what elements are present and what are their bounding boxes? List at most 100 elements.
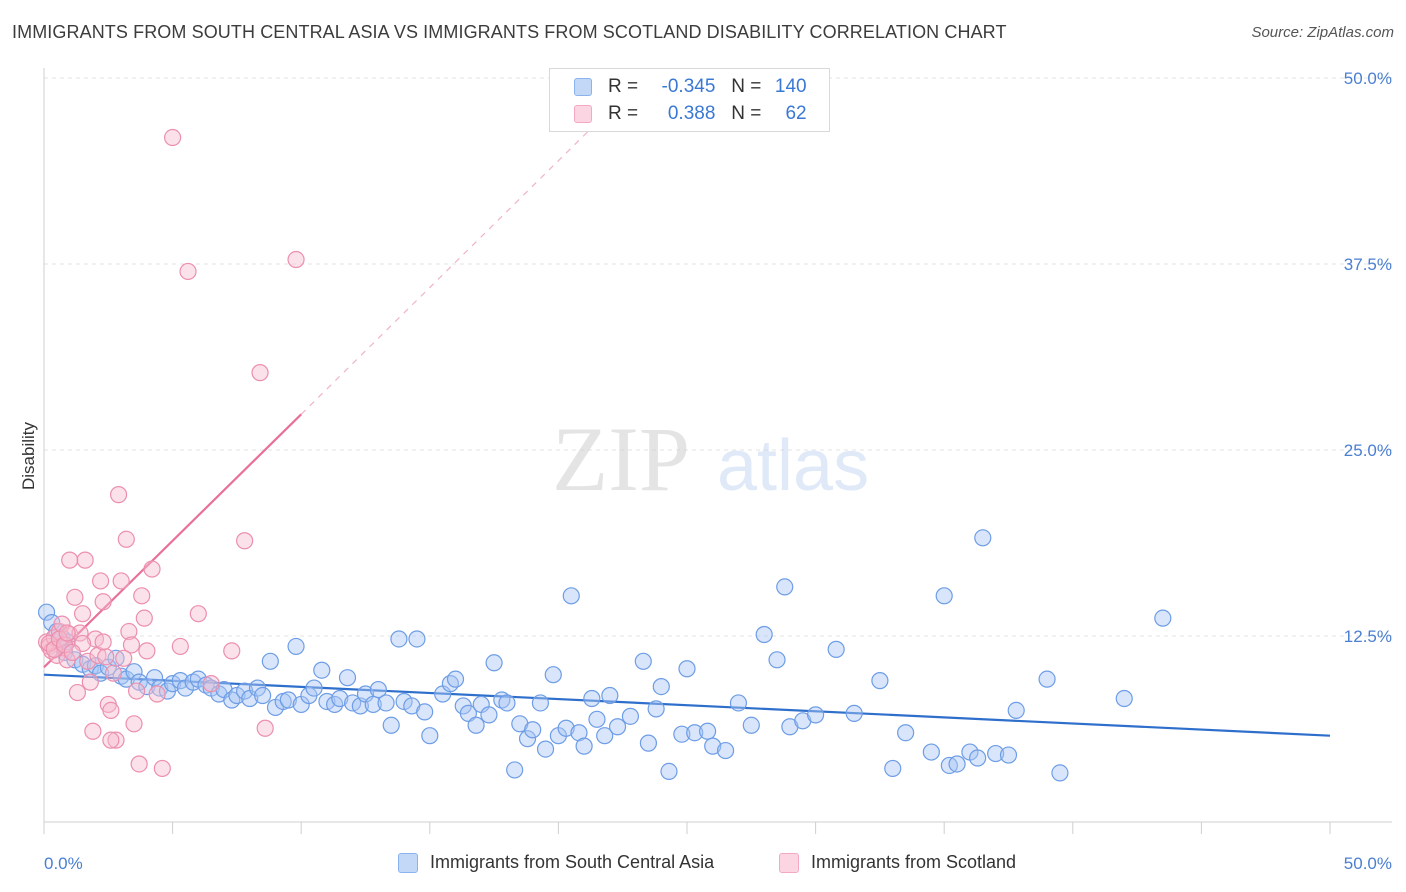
point-scotland: [179, 262, 197, 281]
bottom-legend-label-pink: Immigrants from Scotland: [811, 852, 1017, 872]
point-south-central-asia: [588, 710, 606, 728]
point-scotland: [84, 722, 102, 740]
bottom-legend-item-pink: Immigrants from Scotland: [779, 852, 1016, 873]
point-scotland: [122, 636, 141, 654]
watermark-zip: ZIP: [552, 408, 690, 510]
point-south-central-asia: [678, 660, 696, 678]
axis-labels: 12.5% 25.0% 37.5% 50.0% 0.0% 50.0%: [44, 69, 1392, 873]
point-south-central-asia: [1115, 689, 1133, 708]
point-scotland: [45, 640, 63, 658]
point-south-central-asia: [184, 673, 202, 691]
source-label: Source: ZipAtlas.com: [1251, 24, 1394, 41]
point-south-central-asia: [480, 706, 498, 724]
point-scotland: [66, 588, 84, 606]
point-south-central-asia: [390, 630, 408, 648]
point-south-central-asia: [806, 706, 825, 724]
point-south-central-asia: [493, 691, 511, 709]
point-south-central-asia: [421, 727, 439, 745]
point-south-central-asia: [575, 737, 593, 755]
point-south-central-asia: [686, 724, 704, 742]
point-south-central-asia: [459, 704, 477, 722]
point-scotland: [127, 682, 146, 700]
point-south-central-asia: [382, 716, 400, 734]
point-south-central-asia: [698, 722, 717, 740]
point-scotland: [117, 530, 135, 548]
y-axis-title: Disability: [19, 421, 38, 490]
point-scotland: [115, 649, 133, 667]
point-south-central-asia: [531, 694, 549, 712]
point-south-central-asia: [647, 700, 665, 718]
chart-title: IMMIGRANTS FROM SOUTH CENTRAL ASIA VS IM…: [12, 22, 1007, 42]
point-scotland: [133, 587, 151, 605]
point-south-central-asia: [408, 630, 426, 648]
point-south-central-asia: [536, 740, 555, 758]
point-south-central-asia: [524, 721, 542, 739]
point-south-central-asia: [704, 737, 722, 755]
point-south-central-asia: [1154, 609, 1172, 627]
point-south-central-asia: [416, 703, 434, 721]
point-scotland: [97, 648, 115, 666]
point-south-central-asia: [562, 587, 580, 605]
point-scotland: [73, 605, 92, 623]
point-south-central-asia: [1007, 701, 1025, 720]
watermark-atlas: atlas: [717, 426, 869, 506]
point-scotland: [71, 624, 89, 642]
point-scotland: [68, 683, 87, 702]
point-south-central-asia: [125, 663, 143, 681]
point-south-central-asia: [742, 716, 760, 734]
point-south-central-asia: [729, 694, 748, 712]
bottom-legend-swatch-pink: [779, 852, 799, 873]
point-south-central-asia: [506, 761, 524, 779]
point-south-central-asia: [634, 652, 652, 670]
point-scotland: [202, 675, 220, 693]
point-south-central-asia: [935, 587, 953, 605]
point-scotland: [79, 652, 97, 670]
point-south-central-asia: [639, 734, 658, 752]
point-south-central-asia: [987, 744, 1005, 763]
point-south-central-asia: [467, 716, 485, 734]
trend-line-south-central-asia: [43, 673, 1331, 737]
point-scotland: [189, 605, 207, 623]
legend-r-label: R =: [608, 76, 639, 97]
point-south-central-asia: [673, 725, 691, 743]
grid-lines: [44, 77, 1392, 637]
point-scotland: [81, 673, 99, 691]
point-south-central-asia: [485, 654, 503, 672]
point-south-central-asia: [583, 689, 601, 708]
point-scotland: [148, 685, 166, 703]
point-scotland: [112, 572, 130, 590]
point-south-central-asia: [948, 755, 966, 773]
axes: [43, 68, 1392, 834]
point-south-central-asia: [37, 603, 56, 621]
point-scotland: [102, 731, 120, 749]
point-south-central-asia: [313, 661, 331, 679]
point-south-central-asia: [827, 640, 845, 658]
point-south-central-asia: [279, 691, 297, 709]
point-scotland: [120, 622, 138, 641]
point-south-central-asia: [776, 578, 794, 596]
point-south-central-asia: [999, 746, 1018, 764]
legend-r-label: R =: [608, 103, 639, 124]
legend-n-value: 140: [774, 76, 807, 97]
point-south-central-asia: [557, 719, 575, 737]
point-south-central-asia: [446, 670, 465, 688]
point-scotland: [153, 759, 171, 778]
point-south-central-asia: [498, 694, 516, 712]
point-south-central-asia: [377, 694, 395, 712]
point-scotland: [61, 551, 79, 569]
legend: R = -0.345 N = 140 R = 0.388 N = 62: [549, 68, 830, 132]
point-scotland: [107, 731, 125, 749]
bottom-legend-swatch-blue: [398, 852, 418, 873]
point-south-central-asia: [338, 669, 357, 687]
point-scotland: [164, 128, 182, 147]
point-south-central-asia: [884, 759, 902, 778]
point-south-central-asia: [716, 741, 735, 760]
point-south-central-asia: [1051, 764, 1069, 782]
point-south-central-asia: [601, 686, 619, 705]
legend-swatch-blue: [574, 78, 592, 96]
point-scotland: [223, 642, 241, 660]
legend-r-value: 0.388: [667, 103, 716, 124]
point-south-central-asia: [331, 689, 349, 708]
y-tick-label: 37.5%: [1344, 255, 1392, 274]
